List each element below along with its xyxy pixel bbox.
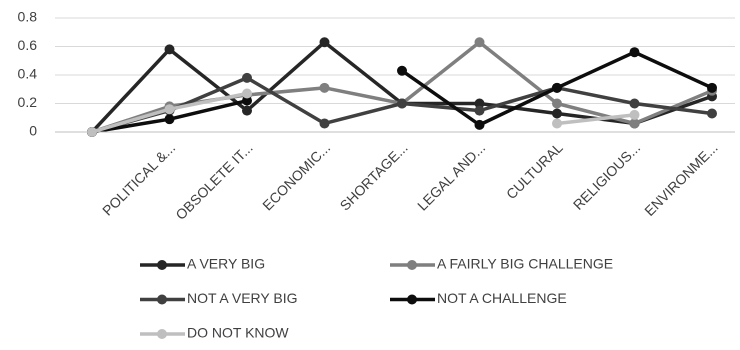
x-tick-label: CULTURAL (503, 139, 566, 202)
legend-label: A VERY BIG (187, 256, 265, 272)
data-point (629, 98, 640, 109)
data-point (552, 98, 562, 109)
x-tick-label: SHORTAGE... (337, 139, 411, 213)
legend-label: A FAIRLY BIG CHALLENGE (437, 256, 613, 272)
legend-marker (407, 294, 417, 305)
data-point (707, 108, 717, 119)
data-point (552, 118, 562, 129)
data-point (629, 47, 640, 58)
series-line (556, 113, 635, 126)
data-point (319, 82, 330, 93)
legend-label: NOT A CHALLENGE (437, 290, 567, 306)
y-tick-label: 0.2 (18, 94, 38, 110)
legend-label: DO NOT KNOW (187, 325, 289, 341)
data-point (164, 44, 175, 55)
x-tick-label: RELIGIOUS... (570, 139, 643, 212)
data-point (474, 119, 485, 130)
data-point (474, 105, 485, 116)
data-point (552, 82, 562, 93)
y-tick-label: 0.6 (18, 37, 38, 53)
data-point (242, 72, 252, 83)
data-point (474, 37, 485, 48)
data-point (164, 104, 175, 115)
legend-label: NOT A VERY BIG (187, 290, 298, 306)
data-point (242, 88, 252, 99)
x-tick-label: LEGAL AND... (414, 139, 488, 213)
data-point (552, 108, 562, 119)
y-tick-label: 0 (29, 123, 37, 139)
data-point (319, 37, 330, 48)
x-tick-label: POLITICAL &... (99, 139, 178, 218)
data-point (242, 105, 252, 116)
data-point (164, 114, 175, 125)
legend-marker (157, 329, 167, 339)
y-tick-label: 0.8 (18, 9, 38, 25)
data-point (319, 118, 330, 129)
data-point (397, 98, 407, 109)
x-tick-label: OBSOLETE IT... (172, 139, 255, 222)
data-point (707, 82, 717, 93)
data-point (474, 98, 485, 109)
legend-marker (157, 294, 167, 305)
x-tick-label: ECONOMIC... (259, 139, 333, 213)
legend-marker (407, 260, 417, 270)
data-point (629, 118, 640, 129)
x-tick-label: ENVIRONME... (641, 139, 721, 219)
data-point (397, 65, 407, 76)
data-point (242, 95, 252, 106)
data-point (629, 109, 640, 120)
y-tick-label: 0.4 (18, 66, 38, 82)
series-line (91, 40, 713, 134)
legend-marker (157, 260, 167, 270)
